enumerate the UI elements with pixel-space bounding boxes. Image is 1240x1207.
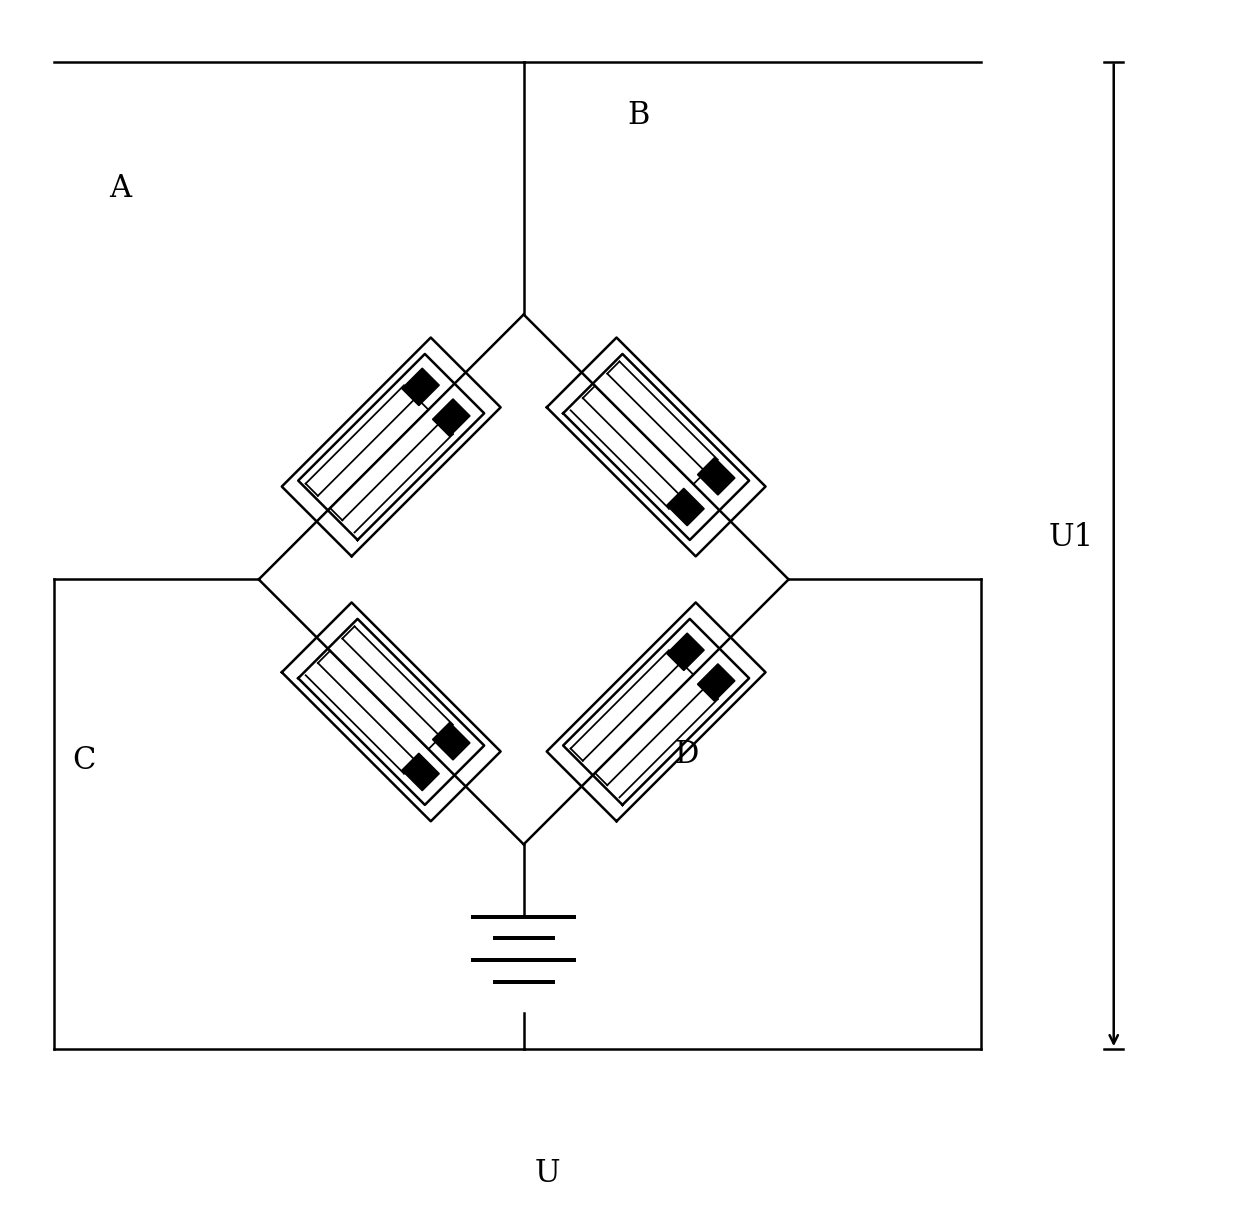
Polygon shape bbox=[402, 368, 439, 406]
Polygon shape bbox=[697, 664, 735, 701]
Polygon shape bbox=[667, 634, 704, 671]
Text: D: D bbox=[675, 739, 698, 770]
Polygon shape bbox=[433, 723, 470, 760]
Polygon shape bbox=[667, 489, 704, 526]
Text: B: B bbox=[627, 100, 650, 132]
Polygon shape bbox=[402, 753, 439, 791]
Text: U1: U1 bbox=[1049, 521, 1094, 553]
Text: C: C bbox=[72, 745, 95, 776]
Text: A: A bbox=[109, 173, 131, 204]
Polygon shape bbox=[433, 398, 470, 437]
Polygon shape bbox=[697, 457, 735, 495]
Text: U: U bbox=[534, 1158, 560, 1189]
